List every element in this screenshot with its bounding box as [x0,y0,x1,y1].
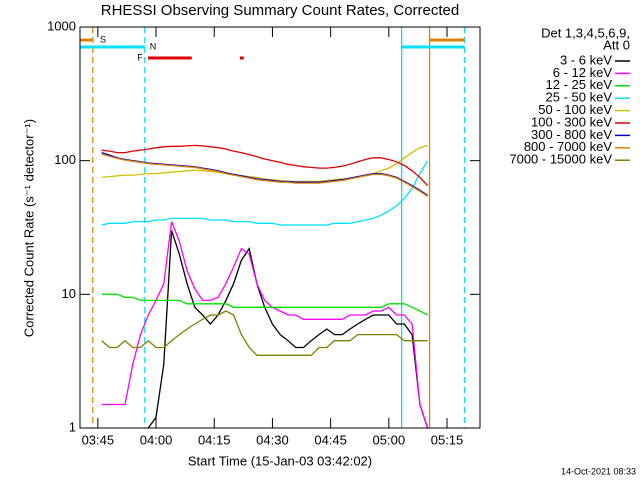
legend-label: 25 - 50 keV [546,90,613,105]
chart-title: RHESSI Observing Summary Count Rates, Co… [101,2,459,19]
x-axis-label: Start Time (15-Jan-03 03:42:02) [188,453,372,468]
legend-label: 6 - 12 keV [553,65,613,80]
series-line [101,310,428,356]
series-line [101,160,429,226]
legend-label: 800 - 7000 keV [524,139,613,154]
y-axis-label: Corrected Count Rate (s⁻¹ detector⁻¹) [21,119,36,337]
x-tick-label: 04:45 [314,432,347,447]
legend-label: 3 - 6 keV [560,52,612,67]
flag-label: S [100,34,106,44]
x-tick-label: 05:15 [431,432,464,447]
legend-label: 50 - 100 keV [538,102,612,117]
legend-label: 100 - 300 keV [531,114,612,129]
y-tick-label: 1 [69,419,76,434]
plot-frame [79,26,481,429]
legend-header: Att 0 [603,37,630,52]
flag-label: F [137,52,143,62]
series-line [101,153,428,197]
x-tick-label: 03:45 [82,432,115,447]
x-tick-label: 04:15 [198,432,231,447]
y-tick-label: 1000 [47,18,76,33]
x-tick-label: 05:00 [373,432,406,447]
series-line [101,293,428,316]
footer: 14-Oct-2021 08:33 [561,466,636,476]
series-line [147,230,429,429]
series-line [101,144,429,187]
legend-label: 300 - 800 keV [531,127,612,142]
x-tick-label: 04:30 [256,432,289,447]
legend-header: Det 1,3,4,5,6,9, [541,25,630,40]
flag-label: N [150,41,157,51]
legend-label: 12 - 25 keV [546,77,613,92]
y-tick-label: 10 [62,286,76,301]
y-tick-label: 100 [54,152,76,167]
legend-label: 7000 - 15000 keV [509,152,612,167]
series-line [101,151,428,196]
x-tick-label: 04:00 [140,432,173,447]
